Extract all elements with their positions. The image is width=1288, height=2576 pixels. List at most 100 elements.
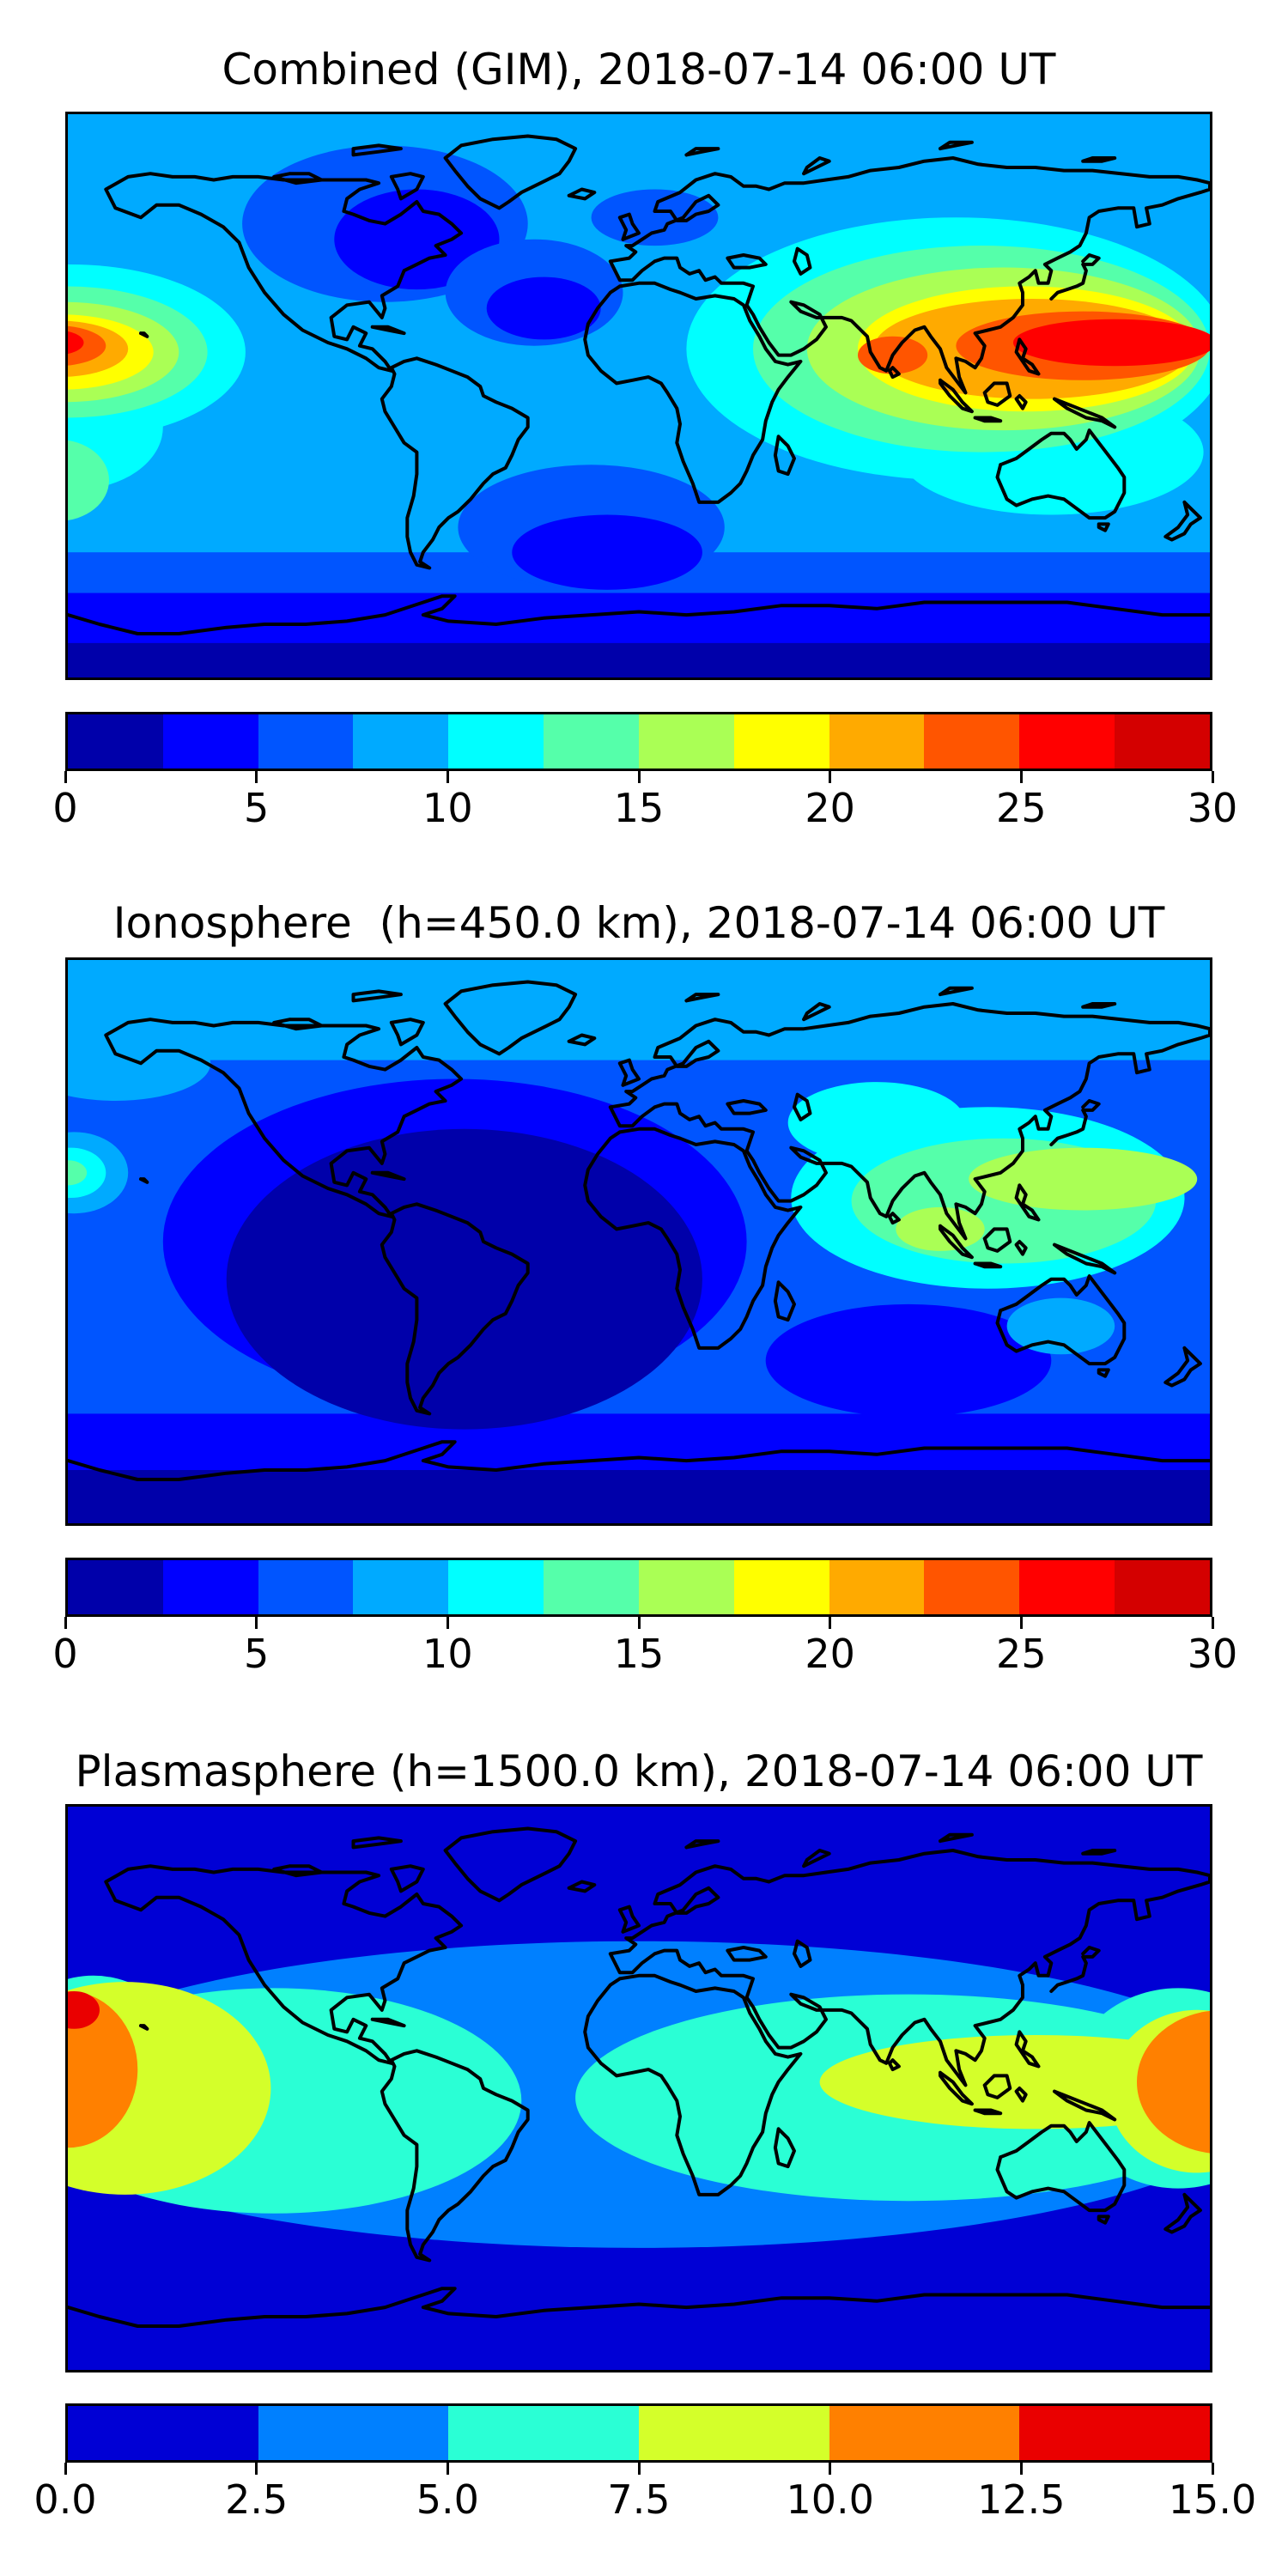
colorbar-tick bbox=[1211, 1617, 1214, 1629]
colorbar-segment bbox=[733, 1560, 829, 1614]
colorbar-axis: 0 5 10 15 20 25 30 bbox=[52, 1617, 1237, 1720]
world-contour-map bbox=[68, 114, 1210, 677]
coastline-north-america bbox=[104, 1864, 464, 2065]
colorbar-segment bbox=[258, 2406, 449, 2460]
colorbar-axis: 0.0 2.5 5.0 7.5 10.0 12.5 15.0 bbox=[33, 2463, 1256, 2566]
coastline-new-guinea bbox=[1053, 1242, 1117, 1275]
coastline-sumatra bbox=[939, 1224, 974, 1260]
colorbar-segment bbox=[448, 714, 544, 769]
coastline-north-america bbox=[104, 1018, 464, 1218]
colorbar-tick bbox=[829, 771, 832, 783]
coastline-sri-lanka bbox=[887, 366, 901, 380]
colorbar-segment bbox=[733, 714, 829, 769]
coastline-eurasia bbox=[608, 1849, 1210, 2087]
coastline-south-america bbox=[380, 2049, 530, 2263]
colorbar-segment bbox=[162, 714, 258, 769]
panel-title: Plasmasphere (h=1500.0 km), 2018-07-14 0… bbox=[75, 1747, 1203, 1796]
colorbar-segment bbox=[924, 714, 1020, 769]
colorbar-tick-label: 25 bbox=[996, 785, 1047, 831]
coastline-philippines bbox=[1014, 337, 1041, 376]
coastline-svalbard bbox=[684, 993, 720, 1003]
coastline-svalbard bbox=[684, 147, 720, 157]
colorbar-tick-label: 0 bbox=[52, 1631, 78, 1677]
coastline-britain bbox=[617, 212, 641, 241]
colorbar-segment bbox=[162, 1560, 258, 1614]
coastline-sri-lanka bbox=[887, 2058, 901, 2072]
colorbar-segment bbox=[68, 2406, 258, 2460]
colorbar-segment bbox=[829, 714, 925, 769]
coastline-baffin-island bbox=[389, 172, 425, 201]
colorbar-tick-label: 15 bbox=[613, 785, 665, 831]
colorbar-segment bbox=[829, 1560, 925, 1614]
colorbar-tick bbox=[637, 1617, 641, 1629]
colorbar-segment bbox=[638, 1560, 734, 1614]
colorbar-tick bbox=[255, 771, 258, 783]
coastline-hawaii bbox=[139, 331, 149, 338]
colorbar-segment bbox=[448, 1560, 544, 1614]
coastline-japan bbox=[1049, 1946, 1101, 1993]
coastline-cuba-antilles bbox=[370, 2017, 406, 2028]
coastline-tasmania bbox=[1097, 1368, 1110, 1378]
coastline-britain bbox=[617, 1058, 641, 1087]
coastline-victoria-island bbox=[272, 1018, 324, 1031]
coastline-south-america bbox=[380, 356, 530, 570]
coastline-philippines bbox=[1014, 2030, 1041, 2069]
world-contour-map bbox=[68, 960, 1210, 1523]
coastline-caspian-sea bbox=[793, 1939, 812, 1968]
coastline-severnaya-zemlya bbox=[939, 986, 974, 997]
coastline-new-guinea bbox=[1053, 397, 1117, 429]
coastline-sumatra bbox=[939, 378, 974, 414]
coastline-philippines bbox=[1014, 1183, 1041, 1222]
colorbar bbox=[65, 712, 1212, 771]
panel-title: Ionosphere (h=450.0 km), 2018-07-14 06:0… bbox=[112, 898, 1165, 948]
coastline-australia bbox=[995, 428, 1127, 520]
colorbar-tick-label: 7.5 bbox=[607, 2476, 671, 2523]
coastline-madagascar bbox=[773, 1280, 796, 1322]
coastline-australia bbox=[995, 2121, 1127, 2213]
colorbar-segment bbox=[1019, 1560, 1115, 1614]
colorbar-segment bbox=[353, 714, 449, 769]
coastline-greenland bbox=[443, 134, 578, 210]
coastline-new-siberian-islands bbox=[1081, 1849, 1117, 1856]
colorbar-tick bbox=[1019, 771, 1023, 783]
coastline-victoria-island bbox=[272, 172, 324, 185]
coastline-antarctica bbox=[68, 2287, 1210, 2328]
coastline-borneo bbox=[982, 2074, 1012, 2099]
colorbar-segment bbox=[448, 2406, 640, 2460]
coastline-hawaii bbox=[139, 1177, 149, 1184]
coastline-eurasia bbox=[608, 156, 1210, 395]
coastline-sulawesi bbox=[1014, 1240, 1028, 1256]
colorbar-tick bbox=[1019, 2463, 1023, 2475]
colorbar bbox=[65, 1558, 1212, 1617]
colorbar-tick-label: 20 bbox=[805, 1631, 855, 1677]
colorbar-segment bbox=[1019, 2406, 1211, 2460]
coastline-novaya-zemlya bbox=[802, 1849, 831, 1868]
colorbar-segment bbox=[1019, 714, 1115, 769]
coastline-tasmania bbox=[1097, 522, 1110, 532]
colorbar-tick-label: 15.0 bbox=[1168, 2476, 1257, 2523]
world-contour-map bbox=[68, 1807, 1210, 2370]
colorbar-tick bbox=[1019, 1617, 1023, 1629]
coastline-cuba-antilles bbox=[370, 1170, 406, 1182]
coastline-greenland bbox=[443, 980, 578, 1056]
colorbar-tick bbox=[637, 771, 641, 783]
coastline-antarctica bbox=[68, 1440, 1210, 1481]
colorbar-segment bbox=[924, 1560, 1020, 1614]
coastline-sri-lanka bbox=[887, 1212, 901, 1225]
coastline-baffin-island bbox=[389, 1864, 425, 1893]
coastline-iceland bbox=[567, 1880, 597, 1893]
colorbar-tick bbox=[829, 2463, 832, 2475]
colorbar-tick-label: 0.0 bbox=[33, 2476, 97, 2523]
colorbar-tick bbox=[64, 771, 67, 783]
colorbar-tick-label: 10 bbox=[422, 1631, 473, 1677]
coastline-ellesmere-island bbox=[351, 1836, 403, 1850]
coastline-madagascar bbox=[773, 2127, 796, 2169]
colorbar-tick-label: 5.0 bbox=[416, 2476, 479, 2523]
coastline-new-zealand bbox=[1163, 500, 1202, 542]
colorbar-segment bbox=[258, 1560, 354, 1614]
coastline-caspian-sea bbox=[793, 246, 812, 276]
coastline-sulawesi bbox=[1014, 2087, 1028, 2103]
coastline-severnaya-zemlya bbox=[939, 140, 974, 151]
coastline-caspian-sea bbox=[793, 1092, 812, 1121]
colorbar bbox=[65, 2403, 1212, 2463]
